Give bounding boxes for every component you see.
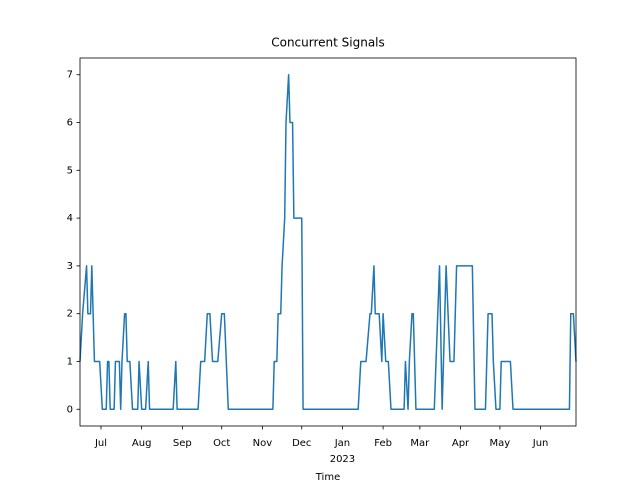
x-tick-label: Oct <box>213 438 230 449</box>
y-tick-label: 2 <box>67 309 73 320</box>
plot-frame <box>79 57 577 427</box>
x-tick-label: Jun <box>532 438 549 449</box>
x-tick-label: Mar <box>410 438 430 449</box>
x-tick-label-secondary: 2023 <box>330 454 355 465</box>
x-tick-label: Jan <box>334 438 350 449</box>
x-tick-label: Jul <box>94 438 107 449</box>
x-axis-label: Time <box>315 472 340 480</box>
x-tick-label: Apr <box>452 438 470 449</box>
y-tick-label: 6 <box>67 118 73 129</box>
x-tick-label: Nov <box>253 438 273 449</box>
line <box>79 73 577 411</box>
y-tick-label: 7 <box>67 70 73 81</box>
chart-title: Concurrent Signals <box>271 36 385 50</box>
x-tick-label: Sep <box>173 438 192 449</box>
y-tick-label: 1 <box>67 356 73 367</box>
x-tick-label: Dec <box>292 438 311 449</box>
x-tick-label: Aug <box>132 438 152 449</box>
x-tick-label: May <box>490 438 511 449</box>
y-tick-label: 0 <box>67 404 73 415</box>
y-tick-label: 3 <box>67 261 73 272</box>
x-tick-label: Feb <box>374 438 392 449</box>
y-tick-label: 4 <box>67 213 73 224</box>
y-tick-label: 5 <box>67 165 73 176</box>
